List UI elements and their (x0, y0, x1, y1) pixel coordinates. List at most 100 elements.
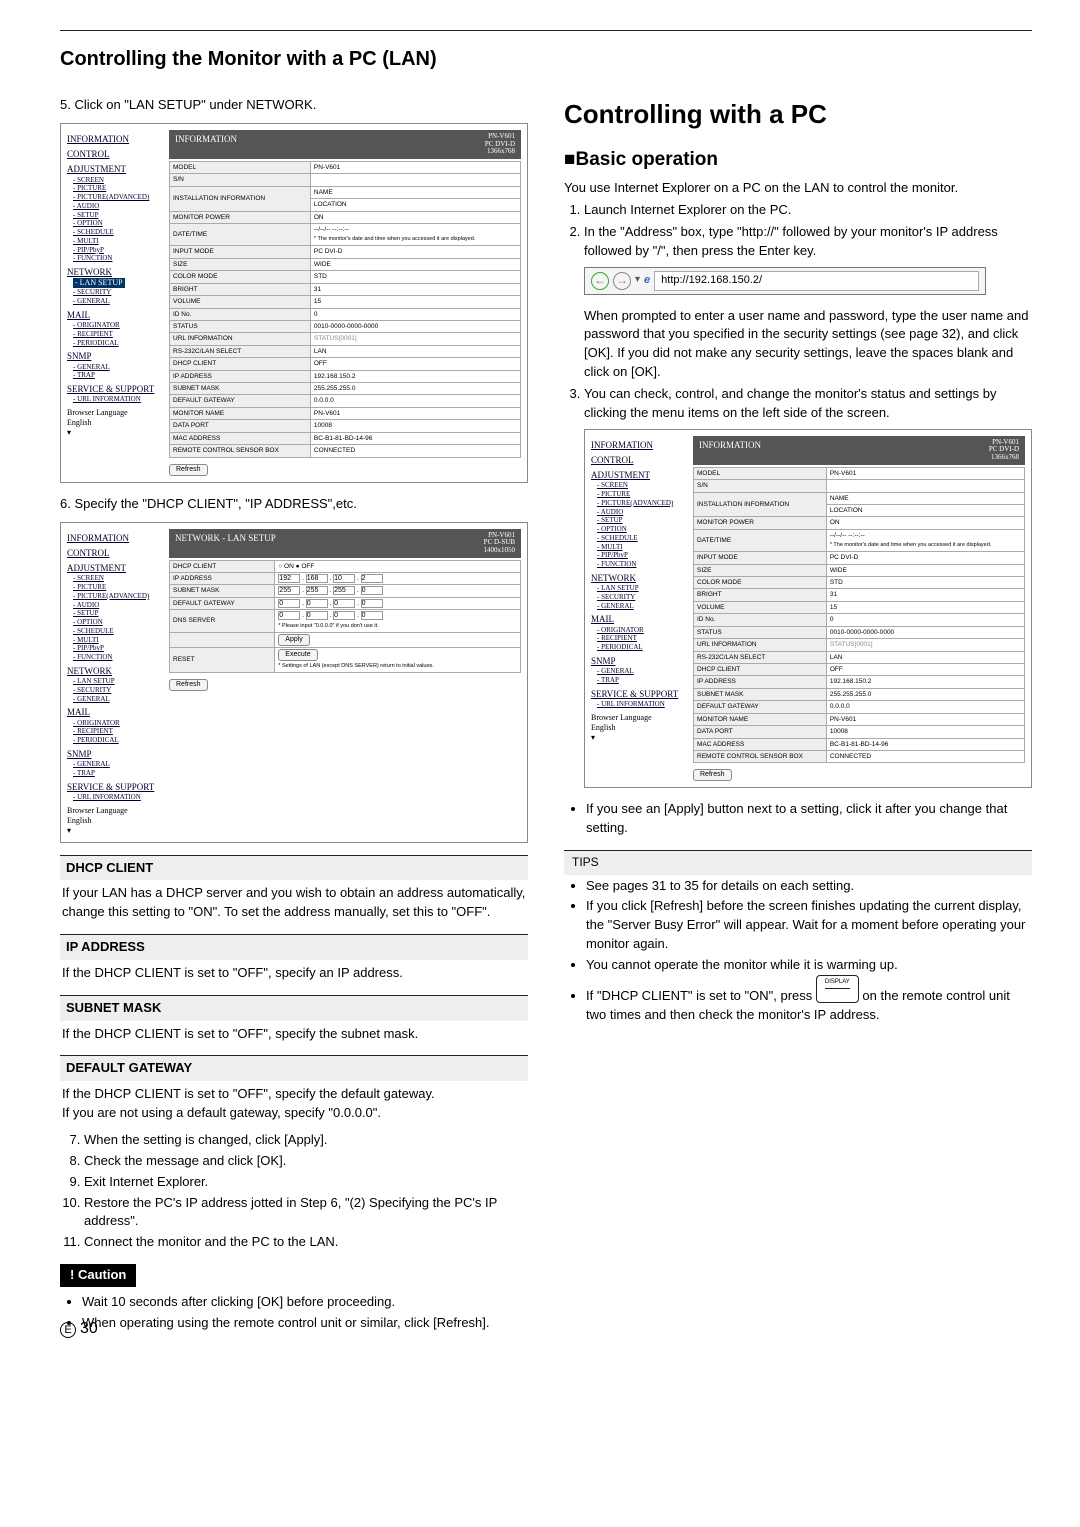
r3-mn: MONITOR NAME (694, 713, 827, 725)
step-8: Check the message and click [OK]. (84, 1152, 528, 1171)
row-size: SIZE (170, 258, 311, 270)
nav2-picadv: - PICTURE(ADVANCED) (73, 592, 163, 601)
dns-1[interactable] (278, 611, 300, 620)
row-dp: DATA PORT (170, 420, 311, 432)
url-field[interactable]: http://192.168.150.2/ (654, 271, 979, 291)
r3-inst: INSTALLATION INFORMATION (694, 492, 827, 517)
row-mpower: MONITOR POWER (170, 211, 311, 223)
r3-cmode: COLOR MODE (694, 577, 827, 589)
r3-rs: RS-232C/LAN SELECT (694, 651, 827, 663)
desc-sm: If the DHCP CLIENT is set to "OFF", spec… (60, 1021, 528, 1050)
back-icon[interactable]: ← (591, 272, 609, 290)
row-vol-v: 15 (310, 296, 520, 308)
ip-4[interactable] (361, 574, 383, 583)
nav-control: CONTROL (67, 149, 163, 160)
nav2-function: - FUNCTION (73, 653, 163, 662)
row-mpower-v: ON (310, 211, 520, 223)
nav2-lang-val: English (67, 816, 163, 826)
r3-gw: DEFAULT GATEWAY (694, 701, 827, 713)
lan-reset-note: * Settings of LAN (except DNS SERVER) re… (278, 663, 434, 669)
gw-4[interactable] (361, 599, 383, 608)
row-imode: INPUT MODE (170, 246, 311, 258)
screenshot-information-2: INFORMATION CONTROL ADJUSTMENT - SCREEN … (584, 429, 1032, 789)
nav-picadv: - PICTURE(ADVANCED) (73, 193, 163, 202)
r3-dhcp: DHCP CLIENT (694, 663, 827, 675)
refresh-button[interactable]: Refresh (169, 464, 208, 476)
apply-button[interactable]: Apply (278, 634, 310, 646)
nav2-screen: - SCREEN (73, 574, 163, 583)
right-step-1: Launch Internet Explorer on the PC. (584, 201, 1032, 220)
sm-2[interactable] (306, 586, 328, 595)
gw-1[interactable] (278, 599, 300, 608)
nav3-screen: - SCREEN (597, 481, 687, 490)
nav-lang-label: Browser Language (67, 408, 163, 418)
r3-bright: BRIGHT (694, 589, 827, 601)
nav3-option: - OPTION (597, 525, 687, 534)
dns-4[interactable] (361, 611, 383, 620)
r3-rcsb-v: CONNECTED (826, 750, 1024, 762)
nav2-option: - OPTION (73, 618, 163, 627)
dropdown-icon[interactable]: ▾ (635, 273, 640, 288)
row-sm-v: 255.255.255.0 (310, 383, 520, 395)
steps-7-11: When the setting is changed, click [Appl… (60, 1131, 528, 1252)
lan-dns: DNS SERVER (170, 610, 275, 632)
row-idno-v: 0 (310, 308, 520, 320)
dns-2[interactable] (306, 611, 328, 620)
desc-dhcp: If your LAN has a DHCP server and you wi… (60, 880, 528, 928)
nav-service: SERVICE & SUPPORT (67, 384, 163, 395)
ip-3[interactable] (333, 574, 355, 583)
r3-dt: DATE/TIME (694, 529, 827, 551)
r3-idno-v: 0 (826, 614, 1024, 626)
tip-1: See pages 31 to 35 for details on each s… (586, 877, 1032, 896)
tips-list: See pages 31 to 35 for details on each s… (564, 877, 1032, 1025)
nav2-information: INFORMATION (67, 533, 163, 544)
nav3-snmp: SNMP (591, 656, 687, 667)
lan-dns-note: * Please input "0.0.0.0" if you don't us… (278, 623, 378, 629)
e-icon: E (60, 1322, 76, 1338)
nav3-lang-val: English (591, 723, 687, 733)
row-urli: URL INFORMATION (170, 333, 311, 345)
r3-mn-v: PN-V601 (826, 713, 1024, 725)
execute-button[interactable]: Execute (278, 649, 317, 661)
sm-1[interactable] (278, 586, 300, 595)
desc-gw: If the DHCP CLIENT is set to "OFF", spec… (60, 1081, 528, 1129)
nav2-multi: - MULTI (73, 636, 163, 645)
nav3-recipient: - RECIPIENT (597, 634, 687, 643)
ip-2[interactable] (306, 574, 328, 583)
refresh-button-2[interactable]: Refresh (169, 679, 208, 691)
row-rcsb: REMOTE CONTROL SENSOR BOX (170, 445, 311, 457)
r3-model: MODEL (694, 467, 827, 479)
r3-mac: MAC ADDRESS (694, 738, 827, 750)
row-idno: ID No. (170, 308, 311, 320)
ip-1[interactable] (278, 574, 300, 583)
nav-urlinfo: - URL INFORMATION (73, 395, 163, 404)
lan-gw: DEFAULT GATEWAY (170, 597, 275, 609)
r3-sm: SUBNET MASK (694, 688, 827, 700)
nav-lansetup-selected: - LAN SETUP (73, 278, 125, 288)
tip-4: If "DHCP CLIENT" is set to "ON", press o… (586, 977, 1032, 1025)
desc-gw-1: If the DHCP CLIENT is set to "OFF", spec… (62, 1086, 435, 1101)
refresh-button-3[interactable]: Refresh (693, 769, 732, 781)
sm-4[interactable] (361, 586, 383, 595)
sm-3[interactable] (333, 586, 355, 595)
row-gw: DEFAULT GATEWAY (170, 395, 311, 407)
r3-cmode-v: STD (826, 577, 1024, 589)
nav2-periodical: - PERIODICAL (73, 736, 163, 745)
lan-table: DHCP CLIENT○ ON ● OFF IP ADDRESS . . . S… (169, 560, 521, 673)
lan-reset: RESET (170, 647, 275, 672)
dns-3[interactable] (333, 611, 355, 620)
r3-mpower-v: ON (826, 517, 1024, 529)
gw-3[interactable] (333, 599, 355, 608)
row-name: NAME (314, 189, 333, 196)
screenshot-information: INFORMATION CONTROL ADJUSTMENT - SCREEN … (60, 123, 528, 483)
forward-icon[interactable]: → (613, 272, 631, 290)
nav2-urlinfo: - URL INFORMATION (73, 793, 163, 802)
nav2-schedule: - SCHEDULE (73, 627, 163, 636)
nav-recipient: - RECIPIENT (73, 330, 163, 339)
r3-dt-note: * The monitor's date and time when you a… (830, 542, 991, 548)
right-intro: You use Internet Explorer on a PC on the… (564, 179, 1032, 198)
r3-vol: VOLUME (694, 601, 827, 613)
nav2-network: NETWORK (67, 666, 163, 677)
gw-2[interactable] (306, 599, 328, 608)
nav2-originator: - ORIGINATOR (73, 719, 163, 728)
